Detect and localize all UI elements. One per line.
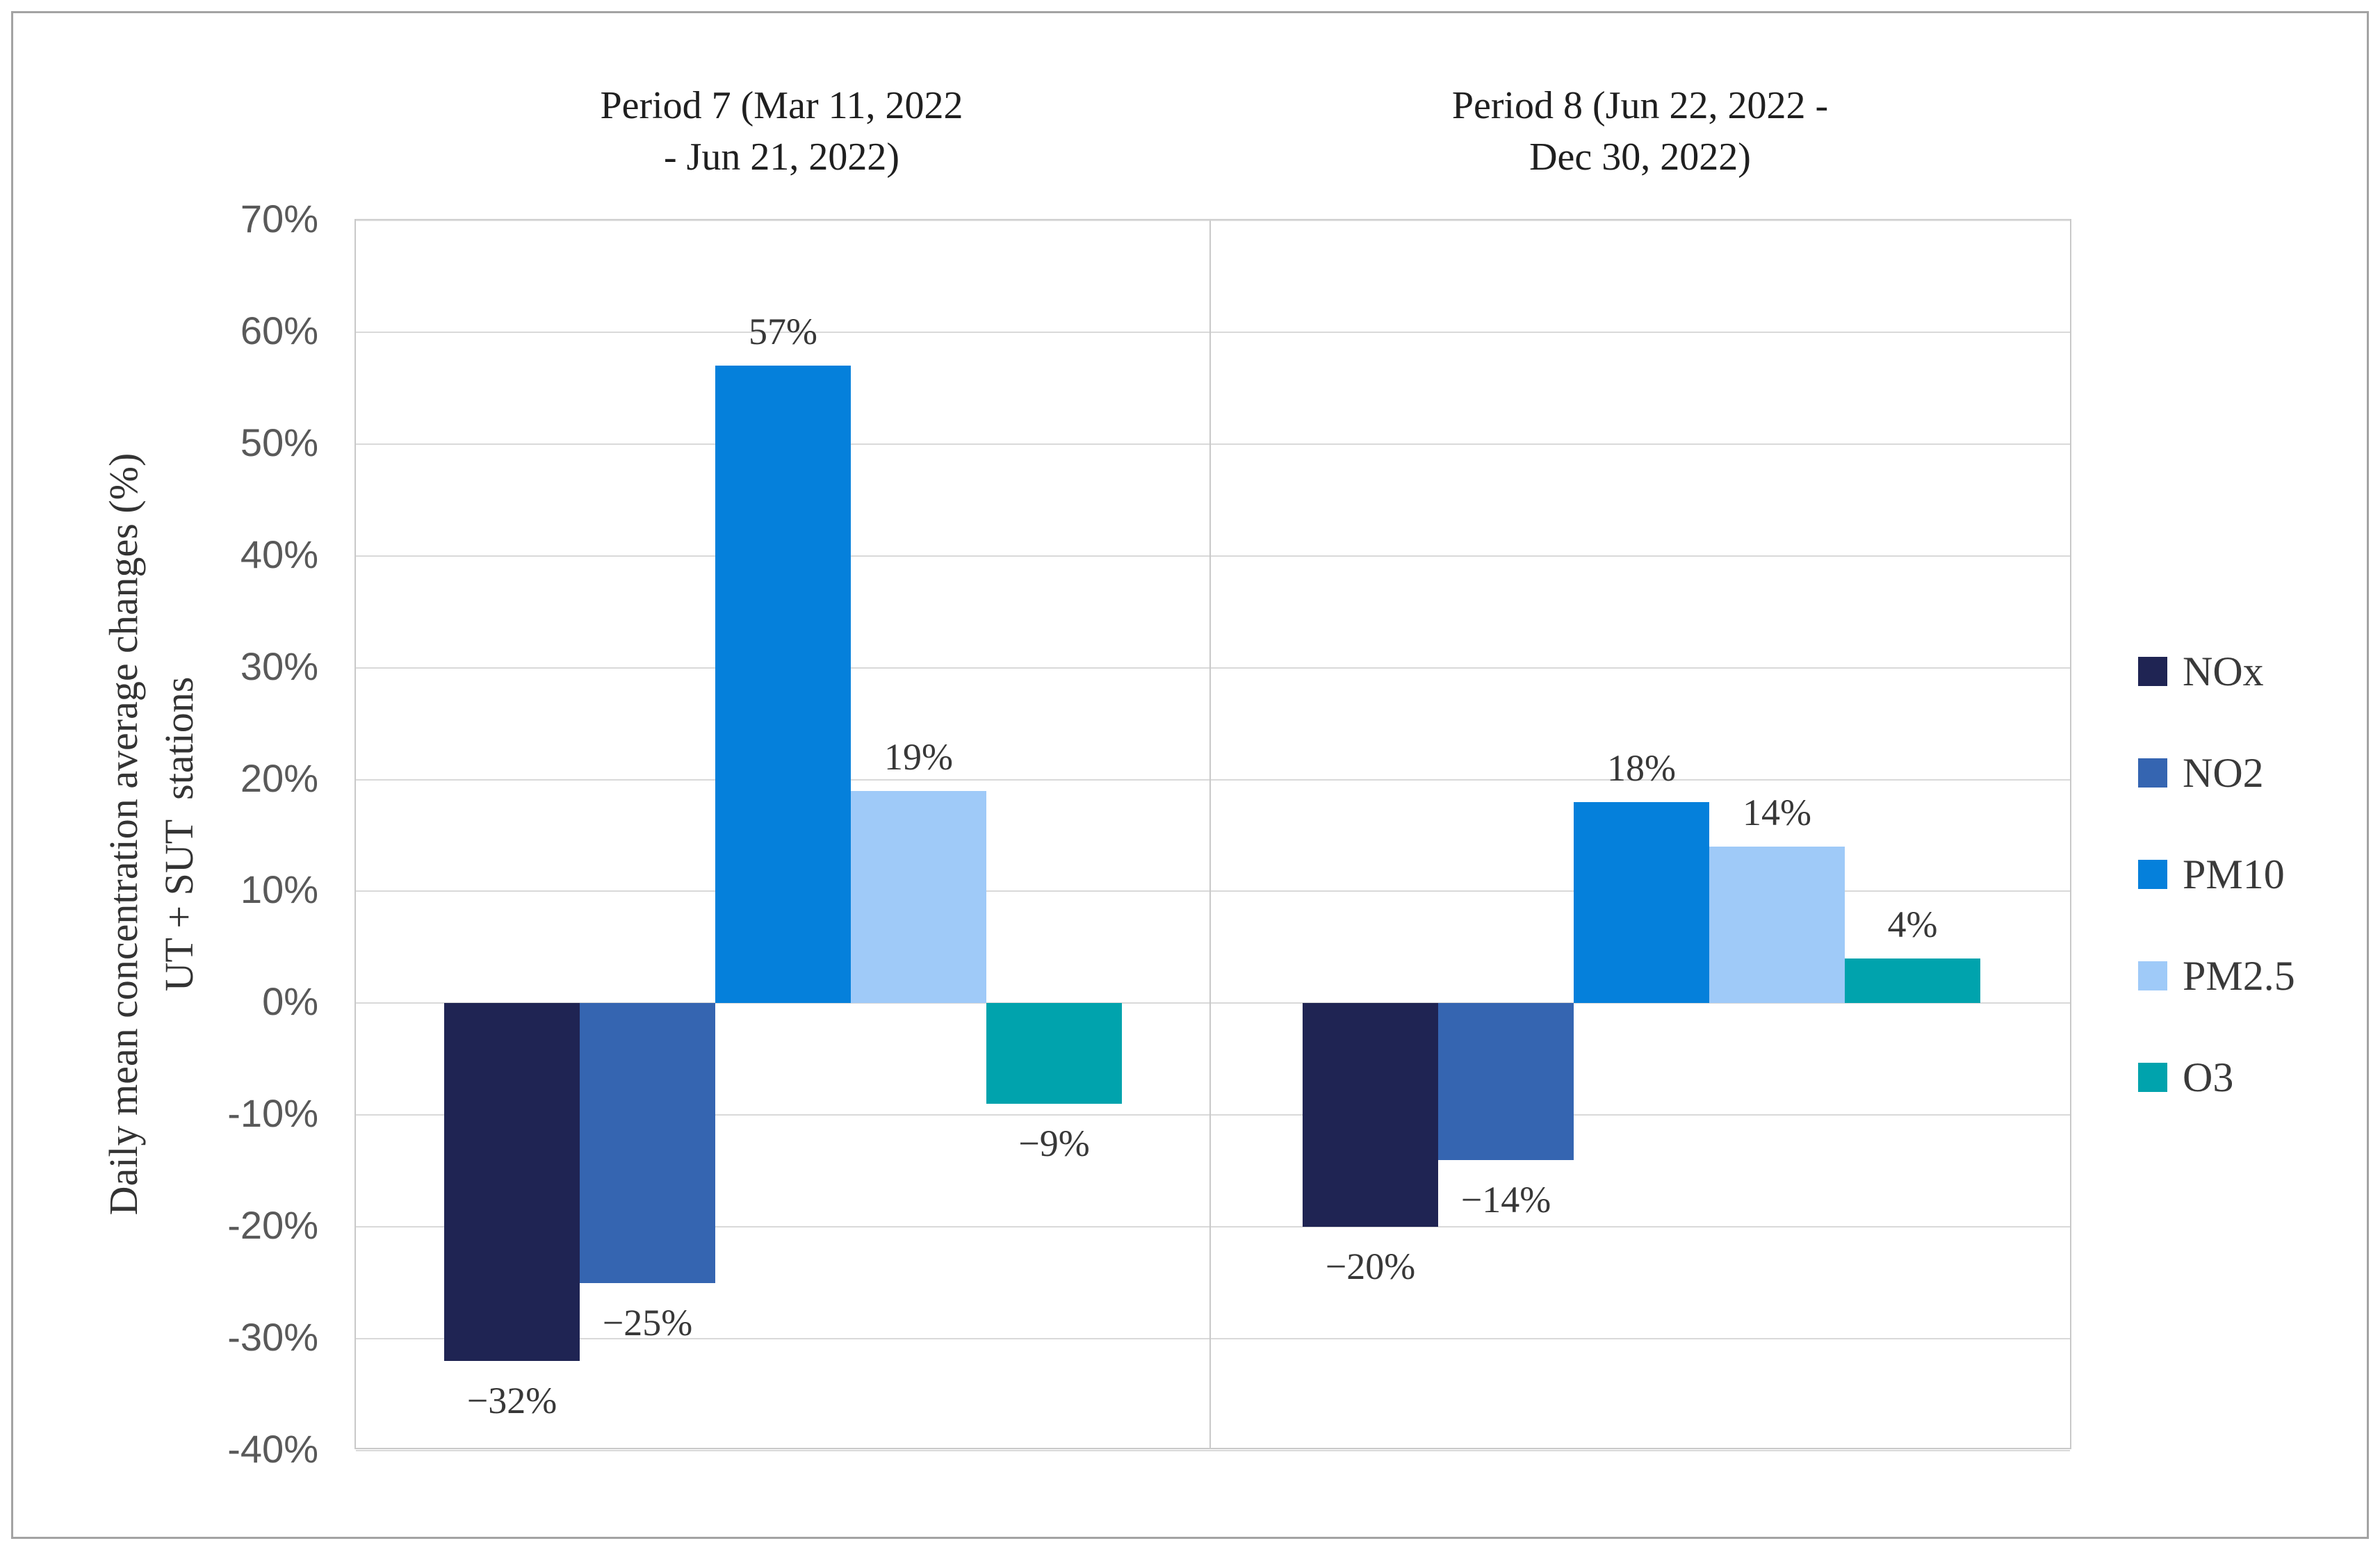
legend-item-pm10: PM10 xyxy=(2138,854,2295,895)
bar-period8-nox xyxy=(1303,1003,1438,1227)
plot-area: −32% −25% 57% 19% −9% −20% −14% 18% 14% 4% xyxy=(354,219,2071,1451)
bar-data-label: 19% xyxy=(884,735,953,778)
gridline xyxy=(356,555,2070,557)
panel-title-period-7: Period 7 (Mar 11, 2022 - Jun 21, 2022) xyxy=(354,81,1209,183)
gridline xyxy=(356,331,2070,333)
y-tick-label: 10% xyxy=(240,867,318,912)
legend-swatch-icon xyxy=(2138,1063,2167,1092)
legend-label: NOx xyxy=(2183,648,2264,694)
legend-label: PM10 xyxy=(2183,851,2285,897)
legend-label: NO2 xyxy=(2183,750,2264,796)
panel-title-line: Period 8 (Jun 22, 2022 - xyxy=(1451,84,1829,127)
gridline xyxy=(356,778,2070,781)
bar-period8-o3 xyxy=(1845,958,1980,1004)
y-tick-label: 20% xyxy=(240,756,318,800)
facet-divider xyxy=(1209,220,1211,1448)
bar-data-label: 4% xyxy=(1887,904,1938,945)
gridline xyxy=(356,443,2070,445)
bar-data-label: 14% xyxy=(1743,792,1811,834)
bar-data-label: −14% xyxy=(1460,1178,1551,1221)
y-tick-label: -10% xyxy=(227,1091,318,1136)
bar-data-label: −32% xyxy=(466,1380,557,1422)
y-tick-label: 60% xyxy=(240,308,318,352)
bar-period7-nox xyxy=(444,1003,580,1362)
bar-data-label: 18% xyxy=(1607,747,1676,789)
legend: NOx NO2 PM10 PM2.5 O3 xyxy=(2138,651,2295,1158)
legend-item-no2: NO2 xyxy=(2138,752,2295,794)
gridline xyxy=(356,1114,2070,1116)
legend-swatch-icon xyxy=(2138,758,2167,788)
gridline xyxy=(356,1450,2070,1451)
bar-period7-o3 xyxy=(986,1003,1122,1104)
legend-swatch-icon xyxy=(2138,860,2167,889)
panel-title-line: - Jun 21, 2022) xyxy=(663,135,900,179)
legend-item-pm25: PM2.5 xyxy=(2138,955,2295,997)
bar-data-label: 57% xyxy=(749,311,817,353)
y-tick-label: -30% xyxy=(227,1315,318,1360)
gridline xyxy=(356,1226,2070,1228)
bar-period8-pm25 xyxy=(1709,847,1845,1004)
bar-data-label: −25% xyxy=(602,1301,693,1344)
legend-label: O3 xyxy=(2183,1054,2234,1100)
bar-period8-pm10 xyxy=(1574,801,1709,1004)
y-tick-label: 40% xyxy=(240,532,318,576)
gridline xyxy=(356,890,2070,892)
legend-item-o3: O3 xyxy=(2138,1057,2295,1098)
bar-data-label: −9% xyxy=(1018,1123,1090,1165)
bar-period7-pm10 xyxy=(715,366,851,1004)
legend-label: PM2.5 xyxy=(2183,953,2295,999)
y-tick-label: -40% xyxy=(227,1427,318,1471)
y-tick-label: 30% xyxy=(240,644,318,688)
bar-period8-no2 xyxy=(1438,1003,1574,1160)
gridline xyxy=(356,220,2070,221)
legend-swatch-icon xyxy=(2138,961,2167,990)
gridline xyxy=(356,1002,2070,1004)
gridline xyxy=(356,1338,2070,1340)
y-tick-label: 0% xyxy=(262,979,318,1024)
gridline xyxy=(356,667,2070,669)
y-tick-label: 50% xyxy=(240,420,318,464)
legend-item-nox: NOx xyxy=(2138,651,2295,692)
y-tick-label: 70% xyxy=(240,197,318,240)
legend-swatch-icon xyxy=(2138,657,2167,686)
panel-title-line: Period 7 (Mar 11, 2022 xyxy=(600,84,963,127)
panel-title-period-8: Period 8 (Jun 22, 2022 - Dec 30, 2022) xyxy=(1209,81,2071,183)
bar-period7-no2 xyxy=(580,1003,715,1283)
panel-title-line: Dec 30, 2022) xyxy=(1529,135,1751,179)
bar-data-label: −20% xyxy=(1325,1246,1416,1288)
bar-period7-pm25 xyxy=(851,790,986,1004)
y-tick-label: -20% xyxy=(227,1203,318,1248)
